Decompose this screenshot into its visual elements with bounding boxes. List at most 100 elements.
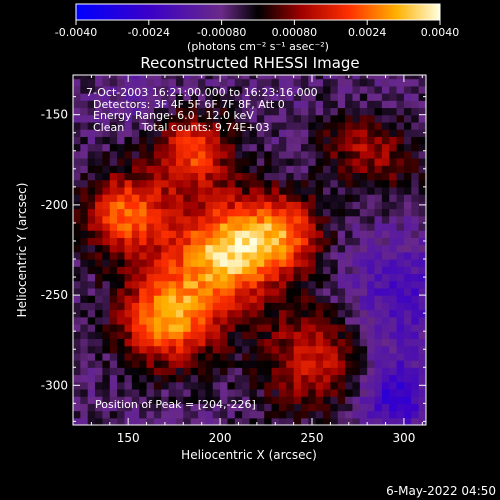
y-axis: -150-200-250-300 bbox=[41, 96, 426, 422]
heatmap-cell bbox=[374, 194, 383, 202]
heatmap-cell bbox=[411, 417, 420, 425]
heatmap-cell bbox=[278, 302, 287, 311]
heatmap-cell bbox=[374, 222, 383, 231]
heatmap-cell bbox=[183, 396, 192, 404]
heatmap-cell bbox=[315, 165, 324, 174]
heatmap-cell bbox=[308, 244, 317, 253]
heatmap-cell bbox=[117, 381, 126, 390]
heatmap-cell bbox=[139, 78, 148, 87]
heatmap-cell bbox=[308, 280, 317, 289]
heatmap-cell bbox=[161, 403, 170, 412]
heatmap-cell bbox=[168, 114, 177, 123]
heatmap-cell bbox=[139, 107, 148, 116]
heatmap-cell bbox=[396, 129, 405, 137]
heatmap-cell bbox=[323, 172, 331, 181]
heatmap-cell bbox=[80, 417, 89, 425]
heatmap-cell bbox=[278, 360, 287, 368]
heatmap-cell bbox=[227, 388, 236, 397]
heatmap-cell bbox=[73, 165, 81, 174]
heatmap-cell bbox=[153, 208, 162, 217]
heatmap-cell bbox=[323, 244, 331, 253]
heatmap-cell bbox=[87, 266, 96, 275]
heatmap-cell bbox=[389, 388, 398, 397]
heatmap-cell bbox=[183, 417, 192, 425]
heatmap-cell bbox=[293, 237, 302, 246]
heatmap-cell bbox=[367, 410, 376, 419]
heatmap-cell bbox=[308, 114, 317, 123]
heatmap-cell bbox=[117, 201, 126, 210]
heatmap-cell bbox=[102, 266, 111, 275]
heatmap-cell bbox=[139, 403, 148, 412]
heatmap-cell bbox=[117, 316, 126, 325]
heatmap-cell bbox=[256, 215, 265, 224]
heatmap-cell bbox=[183, 251, 192, 260]
heatmap-cell bbox=[264, 244, 273, 253]
heatmap-cell bbox=[234, 331, 243, 340]
heatmap-cell bbox=[183, 150, 192, 159]
heatmap-cell bbox=[102, 150, 111, 159]
heatmap-cell bbox=[286, 157, 295, 166]
heatmap-cell bbox=[175, 150, 184, 159]
heatmap-cell bbox=[352, 331, 361, 340]
heatmap-cell bbox=[359, 179, 368, 188]
heatmap-cell bbox=[131, 403, 140, 412]
heatmap-cell bbox=[175, 85, 184, 94]
heatmap-cell bbox=[212, 338, 221, 347]
heatmap-cell bbox=[271, 114, 280, 123]
heatmap-cell bbox=[190, 78, 199, 87]
heatmap-cell bbox=[345, 230, 354, 238]
heatmap-cell bbox=[256, 381, 265, 390]
heatmap-cell bbox=[234, 85, 243, 94]
heatmap-cell bbox=[212, 215, 221, 224]
heatmap-cell bbox=[411, 244, 420, 253]
heatmap-cell bbox=[278, 194, 287, 202]
heatmap-cell bbox=[389, 403, 398, 412]
heatmap-cell bbox=[286, 100, 295, 109]
heatmap-cell bbox=[153, 396, 162, 404]
heatmap-cell bbox=[323, 165, 331, 174]
heatmap-cell bbox=[87, 323, 96, 332]
heatmap-cell bbox=[87, 259, 96, 267]
heatmap-cell bbox=[153, 345, 162, 354]
heatmap-cell bbox=[139, 352, 148, 361]
heatmap-cell bbox=[411, 75, 420, 80]
heatmap-cell bbox=[418, 230, 426, 238]
heatmap-cell bbox=[139, 331, 148, 340]
heatmap-cell bbox=[161, 129, 170, 137]
heatmap-cell bbox=[131, 129, 140, 137]
heatmap-cell bbox=[139, 381, 148, 390]
heatmap-cell bbox=[352, 266, 361, 275]
heatmap-cell bbox=[220, 237, 229, 246]
heatmap-cell bbox=[300, 244, 309, 253]
heatmap-cell bbox=[403, 388, 412, 397]
heatmap-cell bbox=[87, 417, 96, 425]
heatmap-cell bbox=[161, 244, 170, 253]
heatmap-cell bbox=[190, 186, 199, 195]
heatmap-cell bbox=[411, 208, 420, 217]
heatmap-cell bbox=[256, 143, 265, 152]
heatmap-cell bbox=[87, 230, 96, 238]
heatmap-cell bbox=[153, 165, 162, 174]
heatmap-cell bbox=[411, 230, 420, 238]
heatmap-cell bbox=[198, 194, 206, 202]
heatmap-cell bbox=[175, 287, 184, 296]
heatmap-cell bbox=[131, 93, 140, 101]
heatmap-cell bbox=[95, 100, 104, 109]
heatmap-cell bbox=[109, 107, 118, 116]
heatmap-cell bbox=[234, 367, 243, 376]
heatmap-cell bbox=[212, 201, 221, 210]
heatmap-cell bbox=[359, 201, 368, 210]
heatmap-cell bbox=[95, 352, 104, 361]
heatmap-cell bbox=[73, 215, 81, 224]
heatmap-cell bbox=[198, 93, 206, 101]
heatmap-cell bbox=[278, 85, 287, 94]
heatmap-cell bbox=[175, 273, 184, 282]
heatmap-cell bbox=[205, 85, 214, 94]
heatmap-cell bbox=[117, 93, 126, 101]
heatmap-cell bbox=[381, 302, 390, 311]
heatmap-cell bbox=[95, 331, 104, 340]
heatmap-cell bbox=[87, 78, 96, 87]
heatmap-cell bbox=[323, 316, 331, 325]
heatmap-cell bbox=[411, 309, 420, 318]
heatmap-cell bbox=[264, 143, 273, 152]
